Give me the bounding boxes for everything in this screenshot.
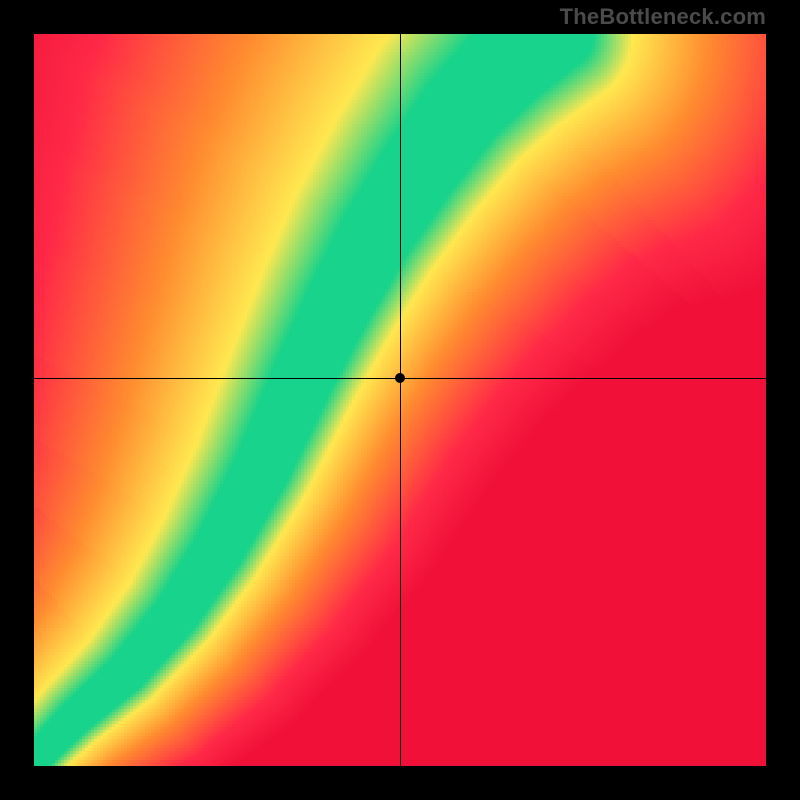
attribution-label: TheBottleneck.com [560,4,766,30]
plot-frame [34,34,766,766]
heatmap-canvas [34,34,766,766]
chart-root: TheBottleneck.com [0,0,800,800]
